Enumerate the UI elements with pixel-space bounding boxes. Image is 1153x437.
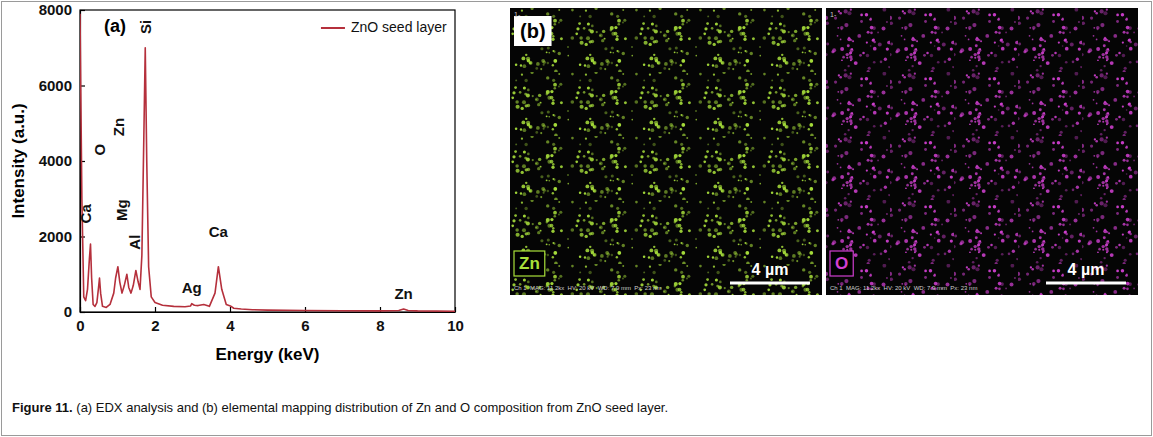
caption-text: (a) EDX analysis and (b) elemental mappi… — [73, 400, 668, 415]
scale-bar — [1046, 282, 1126, 285]
peak-label: Zn — [394, 285, 412, 302]
map-info: Ch 1 MAG: 11.2kx HV: 20 kV WD: 7.9 mm Px… — [830, 285, 977, 291]
scale-bar — [730, 282, 810, 285]
element-label: O — [835, 254, 848, 273]
spectrum-line — [80, 14, 455, 311]
x-tick-label: 2 — [151, 317, 159, 334]
map-dots — [510, 8, 822, 295]
map-info: Ch 1 MAG: 11.2kx HV: 20 kV WD: 7.9 mm Px… — [514, 285, 661, 291]
panel-label: (b) — [520, 20, 546, 42]
peak-label: Zn — [110, 118, 127, 136]
map-background — [510, 8, 822, 295]
x-axis-line — [81, 312, 456, 313]
element-label: Zn — [519, 254, 540, 273]
figure-frame — [2, 2, 1152, 436]
panel-label-box — [514, 16, 552, 46]
caption: Figure 11. (a) EDX analysis and (b) elem… — [12, 400, 668, 415]
x-tick: 2 — [151, 307, 159, 334]
y-tick-label: 8000 — [39, 1, 72, 18]
map-dots — [826, 8, 1138, 295]
plot-frame — [80, 10, 455, 312]
y-axis: 0 2000 4000 6000 8000 — [39, 1, 85, 320]
x-tick-label: 8 — [376, 317, 384, 334]
element-label-box — [514, 251, 545, 276]
peak-label: Ca — [209, 223, 229, 240]
panel-label: (a) — [104, 16, 126, 36]
scale-bar-label: 4 µm — [752, 261, 789, 278]
y-tick-label: 4000 — [39, 152, 72, 169]
map-corner-text: 1- — [830, 11, 837, 18]
peak-label: Mg — [113, 199, 130, 221]
map-corner-text: 1- — [514, 11, 521, 18]
y-tick-label: 6000 — [39, 77, 72, 94]
peak-label: Ag — [182, 279, 202, 296]
y-tick-mark — [80, 10, 85, 11]
plot-area — [80, 14, 455, 311]
map-background — [826, 8, 1138, 295]
y-tick: 6000 — [39, 77, 85, 94]
peak-label: Al — [126, 235, 143, 250]
x-tick-label: 6 — [301, 317, 309, 334]
caption-number: Figure 11. — [12, 400, 73, 415]
y-tick-label: 0 — [64, 303, 72, 320]
y-tick-mark — [80, 312, 85, 313]
y-axis-title: Intensity (a.u.) — [9, 103, 28, 218]
x-tick-label: 0 — [76, 317, 84, 334]
figure: 0 2 4 6 8 10 0 2000 4000 6000 8000 Energy (keV) Inte… — [0, 0, 1153, 437]
y-tick: 8000 — [39, 1, 85, 18]
x-axis-title: Energy (keV) — [216, 345, 320, 364]
y-tick: 4000 — [39, 152, 85, 169]
x-tick-label: 4 — [226, 317, 235, 334]
map-panel: 1- Zn Ch 1 MAG: 11.2kx HV: 20 kV WD: 7.9 m… — [510, 8, 822, 295]
legend-swatch — [321, 27, 345, 29]
legend-label: ZnO seed layer — [351, 19, 447, 35]
x-tick-mark — [455, 307, 456, 312]
map-panel: 1- O Ch 1 MAG: 11.2kx HV: 20 kV WD: 7.9 mm… — [826, 8, 1138, 295]
element-label-box — [830, 251, 853, 276]
y-tick-label: 2000 — [39, 228, 72, 245]
x-tick-label: 10 — [447, 317, 464, 334]
x-tick-mark — [155, 307, 156, 312]
peak-label: O — [91, 144, 108, 156]
x-tick: 4 — [226, 307, 235, 334]
peak-label: Si — [137, 20, 154, 34]
y-tick: 0 — [64, 303, 85, 320]
scale-bar-label: 4 µm — [1068, 261, 1105, 278]
peak-label: Ca — [77, 204, 94, 224]
x-axis: 0 2 4 6 8 10 — [76, 307, 464, 334]
legend: ZnO seed layer — [321, 19, 447, 35]
x-tick-mark — [230, 307, 231, 312]
y-tick: 2000 — [39, 228, 85, 245]
